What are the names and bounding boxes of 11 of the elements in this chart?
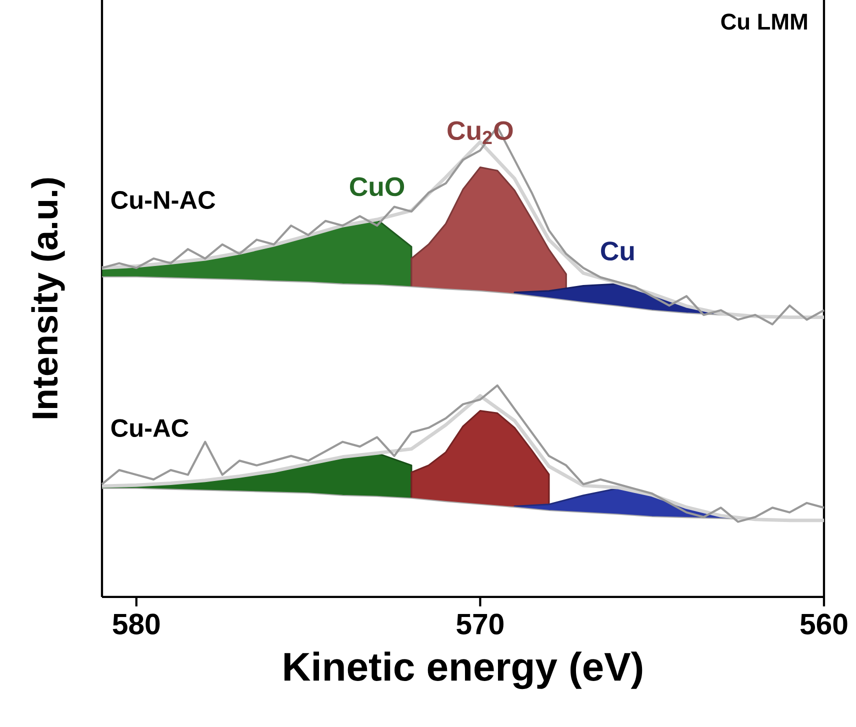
x-tick-label: 580 [112, 614, 160, 634]
annotation: Cu-N-AC [111, 191, 216, 209]
x-tick-label: 570 [456, 614, 504, 634]
annotation: Cu-AC [111, 419, 188, 438]
series-label: Cu [601, 242, 634, 261]
series-label: Cu$_{2}$O [448, 121, 513, 144]
series-label: CuO [350, 177, 404, 196]
text: Cu LMM [721, 14, 807, 30]
y-axis-title: Intensity (a.u.) [31, 178, 65, 418]
x-axis-title: Kinetic energy (eV) [284, 652, 642, 690]
x-tick-label: 560 [800, 614, 848, 634]
